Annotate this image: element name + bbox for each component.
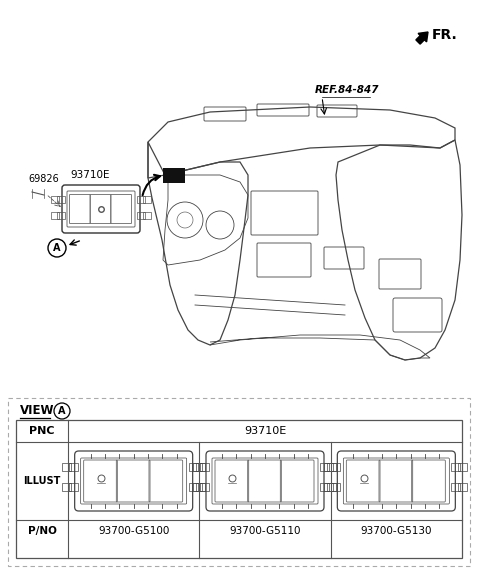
Bar (61, 483, 71, 491)
Bar (51, 212, 59, 219)
Bar (193, 483, 202, 491)
Bar (320, 483, 329, 491)
Text: 93710E: 93710E (244, 426, 286, 436)
Bar (451, 483, 460, 491)
Bar (137, 196, 145, 203)
Text: PNC: PNC (29, 426, 55, 436)
Text: REF.84-847: REF.84-847 (315, 85, 380, 95)
Bar (57, 196, 65, 203)
Bar (458, 483, 468, 491)
Bar (16, 420, 462, 558)
Bar (324, 483, 333, 491)
Bar (57, 212, 65, 219)
Text: A: A (53, 243, 61, 253)
FancyBboxPatch shape (163, 168, 185, 183)
Bar (331, 483, 340, 491)
Bar (61, 463, 71, 471)
Text: ILLUST: ILLUST (24, 476, 60, 486)
Bar (137, 212, 145, 219)
Bar (143, 196, 151, 203)
Text: P/NO: P/NO (27, 526, 57, 536)
Text: 69826: 69826 (28, 174, 59, 184)
Bar (193, 463, 202, 471)
Bar (189, 463, 198, 471)
Text: FR.: FR. (432, 28, 458, 42)
FancyArrow shape (416, 32, 428, 44)
Text: 93700-G5130: 93700-G5130 (360, 526, 432, 536)
Bar (196, 463, 204, 471)
Bar (451, 463, 460, 471)
Bar (458, 463, 468, 471)
Bar (200, 463, 209, 471)
Bar (51, 196, 59, 203)
Text: A: A (58, 406, 66, 416)
Text: 93700-G5100: 93700-G5100 (98, 526, 169, 536)
Bar (320, 463, 329, 471)
Text: 93710E: 93710E (70, 170, 109, 180)
Bar (331, 463, 340, 471)
Bar (324, 463, 333, 471)
Bar (8, 398, 470, 566)
Bar (327, 463, 336, 471)
Bar (196, 483, 204, 491)
Text: VIEW: VIEW (20, 405, 55, 417)
Bar (143, 212, 151, 219)
Bar (69, 463, 78, 471)
Bar (69, 483, 78, 491)
Text: 93700-G5110: 93700-G5110 (229, 526, 301, 536)
Bar (327, 483, 336, 491)
Bar (189, 483, 198, 491)
Bar (200, 483, 209, 491)
